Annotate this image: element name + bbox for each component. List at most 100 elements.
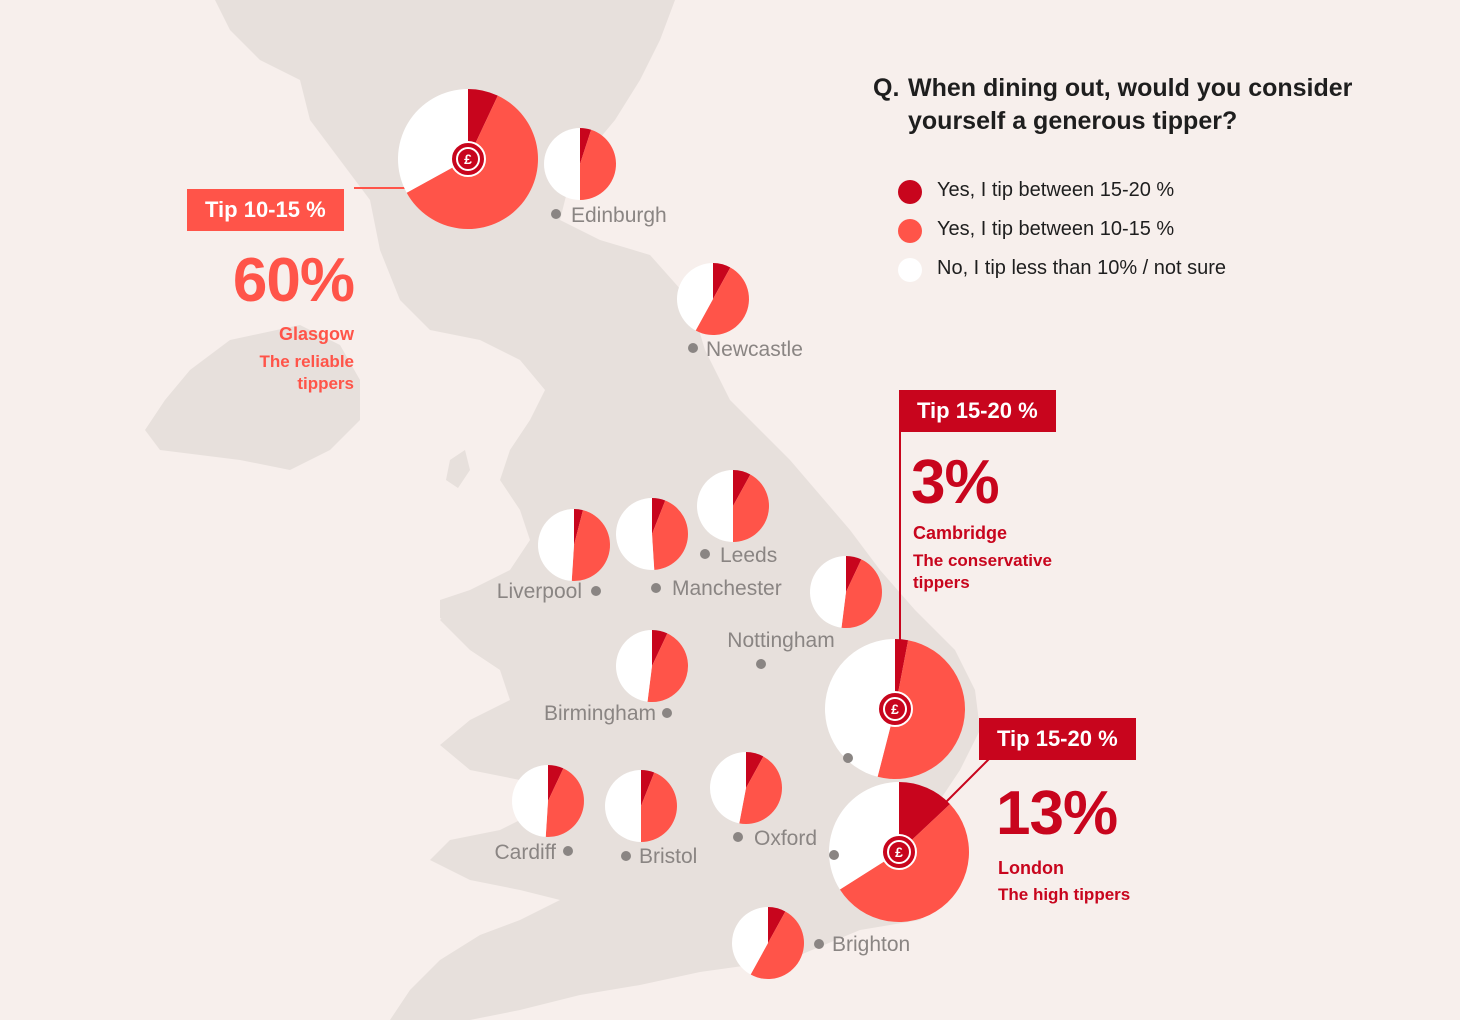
pie-slice-edinburgh-2 [544,128,580,200]
city-label-leeds: Leeds [720,544,777,567]
london-callout-desc: The high tippers [998,885,1131,904]
legend-swatch-coral [898,219,922,243]
city-marker-brighton [814,939,824,949]
city-label-manchester: Manchester [672,577,782,600]
pie-slice-liverpool-0 [574,509,583,545]
pound-coin-icon [877,691,913,727]
legend-label: No, I tip less than 10% / not sure [937,257,1227,279]
pie-slice-brighton-0 [768,907,786,943]
pie-glasgow: £ [398,89,538,229]
question-text: When dining out, would you consider your… [908,74,1353,135]
pie-newcastle [677,263,749,335]
pie-liverpool [538,509,610,581]
pie-brighton [732,907,804,980]
city-marker-bristol [621,851,631,861]
pound-sign-icon: £ [895,844,903,860]
pie-slice-leeds-0 [733,470,751,506]
pie-slice-cardiff-1 [545,768,584,837]
cambridge-callout-tag: Tip 15-20 % [899,390,1056,432]
anglesey-landmass [440,590,480,625]
pie-edinburgh [544,128,617,200]
city-marker-cambridge [843,753,853,763]
pound-sign-icon: £ [891,701,899,717]
pie-bristol [605,770,677,842]
pie-cambridge: £ [825,639,965,779]
city-label-nottingham: Nottingham [727,629,834,652]
pie-manchester [616,498,688,570]
pie-slice-newcastle-0 [713,263,731,299]
glasgow-callout-tag: Tip 10-15 % [187,189,344,231]
city-labels: Edinburgh Newcastle Leeds Manchester Liverpo… [495,204,911,956]
city-marker-oxford [733,832,743,842]
pie-slice-cambridge-1 [877,640,965,779]
isle-of-man-landmass [446,450,470,488]
question-prefix: Q. [873,74,900,102]
legend-swatch-white [898,258,922,282]
pie-slice-nottingham-1 [841,559,883,629]
cambridge-callout-city: Cambridge [913,523,1008,543]
legend-label: Yes, I tip between 15-20 % [937,179,1175,201]
city-marker-newcastle [688,343,698,353]
pie-slice-nottingham-0 [846,556,862,592]
pie-slice-glasgow-0 [468,89,498,159]
london-callout-tag: Tip 15-20 % [979,718,1136,760]
pie-slice-newcastle-1 [695,267,749,335]
cambridge-callout-value: 3% [911,448,1000,517]
glasgow-callout-desc: The reliable tippers [259,352,354,393]
pie-slice-bristol-1 [641,772,677,842]
city-marker-leeds [700,549,710,559]
pie-slice-brighton-2 [732,907,768,975]
city-label-edinburgh: Edinburgh [571,204,667,227]
pie-slice-brighton-1 [750,911,804,980]
pie-cardiff [512,765,584,837]
pie-slice-manchester-0 [652,498,666,534]
london-callout-city: London [998,858,1064,878]
pie-birmingham [615,630,688,702]
city-label-liverpool: Liverpool [497,580,582,603]
city-pies: £ £ £ [398,89,970,980]
callout-connectors [354,187,991,809]
pie-slice-newcastle-2 [677,263,713,331]
pie-oxford [709,752,783,825]
pie-london: £ [829,782,970,923]
pie-slice-birmingham-1 [647,633,688,702]
city-marker-cardiff [563,846,573,856]
pie-slice-nottingham-2 [809,556,846,628]
pie-slice-edinburgh-1 [580,129,617,200]
city-marker-birmingham [662,708,672,718]
pound-sign-icon: £ [464,151,472,167]
city-marker-edinburgh [551,209,561,219]
glasgow-callout-value: 60% [232,246,355,315]
pound-coin-icon [450,141,486,177]
city-marker-manchester [651,583,661,593]
pie-slice-oxford-0 [746,752,764,788]
legend-label: Yes, I tip between 10-15 % [937,218,1175,240]
northern-ireland-landmass [145,325,360,470]
city-marker-liverpool [591,586,601,596]
pie-slice-birmingham-0 [652,630,668,666]
great-britain-landmass [215,0,980,1020]
pie-slice-london-0 [899,782,951,852]
uk-map [145,0,980,1020]
city-label-brighton: Brighton [832,933,910,956]
pie-slice-oxford-2 [709,752,746,824]
cambridge-callout-desc: The conservative tippers [913,551,1052,592]
pie-slice-liverpool-2 [538,509,574,581]
city-label-oxford: Oxford [754,827,817,850]
pie-nottingham [809,556,883,629]
pound-coin-icon [881,834,917,870]
pie-leeds [697,470,769,542]
pie-slice-bristol-0 [641,770,655,806]
pound-coin-ring-icon [887,840,911,864]
city-label-cardiff: Cardiff [495,841,557,864]
pie-slice-manchester-2 [616,498,655,570]
pie-slice-bristol-2 [605,770,641,842]
city-label-newcastle: Newcastle [706,338,803,361]
legend-swatch-dark-red [898,180,922,204]
city-marker-london [829,850,839,860]
city-label-birmingham: Birmingham [544,702,656,725]
city-label-bristol: Bristol [639,845,697,868]
pie-slice-liverpool-1 [571,510,610,581]
pie-slice-glasgow-2 [398,89,468,193]
